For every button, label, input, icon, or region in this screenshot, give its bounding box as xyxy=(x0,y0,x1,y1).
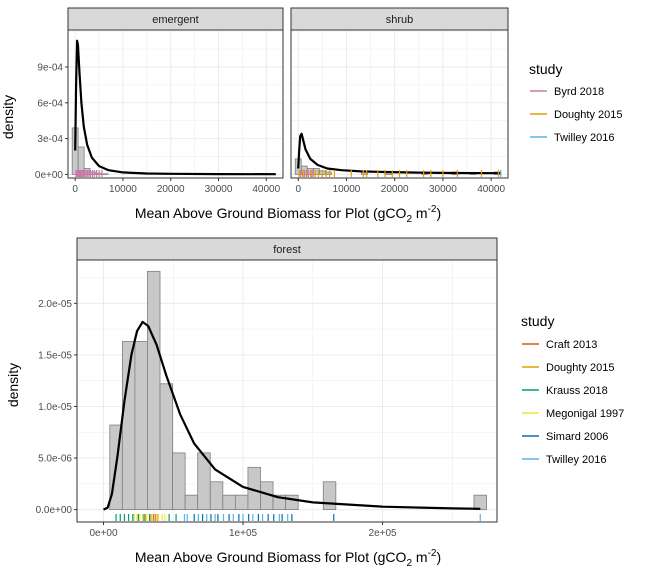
x-tick-label: 30000 xyxy=(205,184,233,195)
legend-label: Krauss 2018 xyxy=(546,385,608,397)
x-tick-label: 0e+00 xyxy=(89,528,118,539)
histogram-bar xyxy=(222,494,236,511)
histogram-bar xyxy=(209,481,224,511)
legend-title: study xyxy=(521,313,554,329)
histogram-bar xyxy=(285,494,299,511)
panel-background xyxy=(291,30,508,178)
y-axis-title-top: density xyxy=(0,95,16,139)
y-tick-label: 9e-04 xyxy=(37,63,63,74)
legend-label: Megonigal 1997 xyxy=(546,408,624,420)
histogram-bar xyxy=(184,494,199,511)
x-tick-label: 10000 xyxy=(333,184,361,195)
x-tick-label: 0 xyxy=(72,184,78,195)
x-tick-label: 30000 xyxy=(429,184,457,195)
legend-label: Simard 2006 xyxy=(546,431,608,443)
panel-emergent: emergent 0 10000 20000 30000 40000 0e+00 3e-04 6… xyxy=(35,7,284,195)
panel-forest: forest 0e+00 1e+05 2e+05 0.0e+00 5.0e-06 1.0e-… xyxy=(36,237,498,539)
x-tick-label: 20000 xyxy=(381,184,409,195)
x-tick-label: 20000 xyxy=(157,184,185,195)
y-tick-label: 0.0e+00 xyxy=(36,505,73,516)
x-tick-label: 2e+05 xyxy=(369,528,398,539)
legend-bottom: study Craft 2013 Doughty 2015 Krauss 2018 M… xyxy=(521,313,624,466)
x-tick-label: 40000 xyxy=(477,184,505,195)
y-tick-label: 1.5e-05 xyxy=(38,350,72,361)
histogram-bar xyxy=(473,494,487,511)
legend-label: Byrd 2018 xyxy=(554,86,604,98)
histogram-bar xyxy=(234,494,249,511)
x-axis-title-bottom: Mean Above Ground Biomass for Plot (gCO2… xyxy=(135,548,441,569)
legend-label: Twilley 2016 xyxy=(554,132,615,144)
legend-label: Doughty 2015 xyxy=(554,109,623,121)
histogram-bar xyxy=(159,383,173,511)
y-tick-label: 5.0e-06 xyxy=(38,454,72,465)
histogram-bar xyxy=(101,173,109,175)
facet-strip-label: forest xyxy=(273,244,301,256)
y-tick-label: 3e-04 xyxy=(37,134,63,145)
panel-background xyxy=(68,30,283,178)
legend-title: study xyxy=(529,61,562,77)
panel-border xyxy=(76,259,498,523)
facet-strip-label: emergent xyxy=(152,14,198,26)
x-tick-label: 1e+05 xyxy=(229,528,258,539)
x-tick-label: 40000 xyxy=(252,184,280,195)
histogram-bar xyxy=(134,341,148,511)
x-tick-label: 10000 xyxy=(109,184,137,195)
x-axis-title-top: Mean Above Ground Biomass for Plot (gCO2… xyxy=(135,204,441,225)
histogram-bar xyxy=(322,481,337,511)
legend-top: study Byrd 2018 Doughty 2015 Twilley 2016 xyxy=(529,61,623,144)
legend-label: Doughty 2015 xyxy=(546,362,615,374)
legend-label: Craft 2013 xyxy=(546,339,597,351)
panel-shrub: shrub 0 10000 20000 30000 40000 xyxy=(290,7,509,195)
density-curve xyxy=(103,320,481,511)
y-axis-title-bottom: density xyxy=(5,363,21,407)
histogram-bar xyxy=(172,452,186,511)
histogram-bar xyxy=(324,171,332,175)
facet-strip-label: shrub xyxy=(386,14,414,26)
y-tick-label: 1.0e-05 xyxy=(38,402,72,413)
y-tick-label: 0e+00 xyxy=(35,170,64,181)
density-curve xyxy=(74,39,276,176)
y-tick-label: 6e-04 xyxy=(37,98,63,109)
panel-border xyxy=(67,29,284,179)
panel-border xyxy=(290,29,509,179)
histogram-bar xyxy=(147,270,161,511)
y-tick-label: 2.0e-05 xyxy=(38,299,72,310)
density-curve xyxy=(297,132,501,175)
x-tick-label: 0 xyxy=(295,184,301,195)
histogram-bar xyxy=(197,452,211,511)
legend-label: Twilley 2016 xyxy=(546,454,607,466)
